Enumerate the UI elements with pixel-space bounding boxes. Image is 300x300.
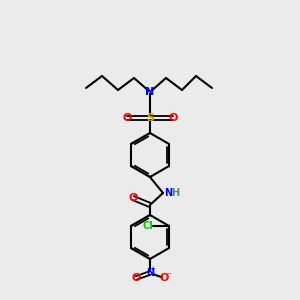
FancyBboxPatch shape [132,197,134,199]
Text: ⁻: ⁻ [166,272,171,281]
Text: O: O [122,113,132,123]
Text: H: H [171,188,179,198]
Text: N: N [146,87,154,97]
Text: O: O [168,113,178,123]
FancyBboxPatch shape [135,277,137,279]
Text: N: N [146,268,154,278]
Text: +: + [149,266,155,272]
FancyBboxPatch shape [166,192,170,194]
FancyBboxPatch shape [146,225,150,227]
Text: O: O [131,273,141,283]
FancyBboxPatch shape [163,277,165,279]
FancyBboxPatch shape [148,272,152,274]
FancyBboxPatch shape [126,117,128,119]
Text: N: N [164,188,172,198]
Text: Cl: Cl [143,221,153,231]
Text: S: S [146,113,154,123]
FancyBboxPatch shape [148,91,152,93]
Text: O: O [159,273,169,283]
FancyBboxPatch shape [172,117,174,119]
Text: O: O [128,193,138,203]
FancyBboxPatch shape [148,117,152,119]
